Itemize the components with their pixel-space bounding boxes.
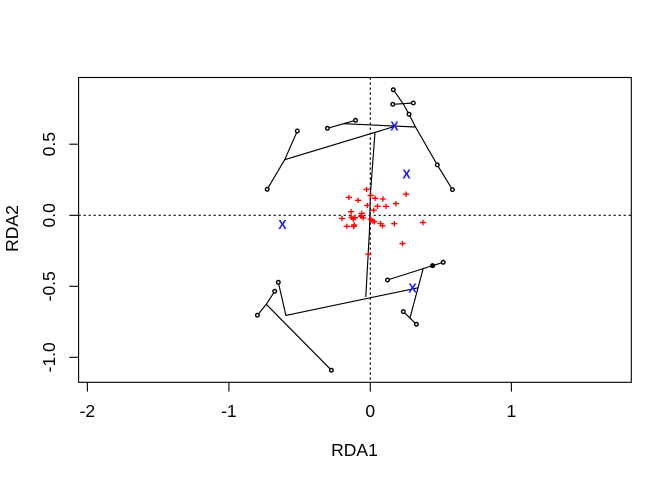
svg-text:RDA1: RDA1 <box>331 440 378 460</box>
svg-text:X: X <box>390 120 399 134</box>
svg-text:X: X <box>408 282 417 296</box>
svg-text:-0.5: -0.5 <box>39 271 59 301</box>
svg-text:RDA2: RDA2 <box>2 205 22 252</box>
svg-text:0.0: 0.0 <box>39 203 59 228</box>
svg-text:0.5: 0.5 <box>39 132 59 156</box>
svg-text:X: X <box>402 168 411 182</box>
svg-text:1: 1 <box>507 401 517 421</box>
svg-text:-1.0: -1.0 <box>39 342 59 372</box>
svg-text:0: 0 <box>365 401 375 421</box>
svg-text:-2: -2 <box>80 401 96 421</box>
svg-text:-1: -1 <box>221 401 237 421</box>
svg-text:X: X <box>278 218 287 232</box>
